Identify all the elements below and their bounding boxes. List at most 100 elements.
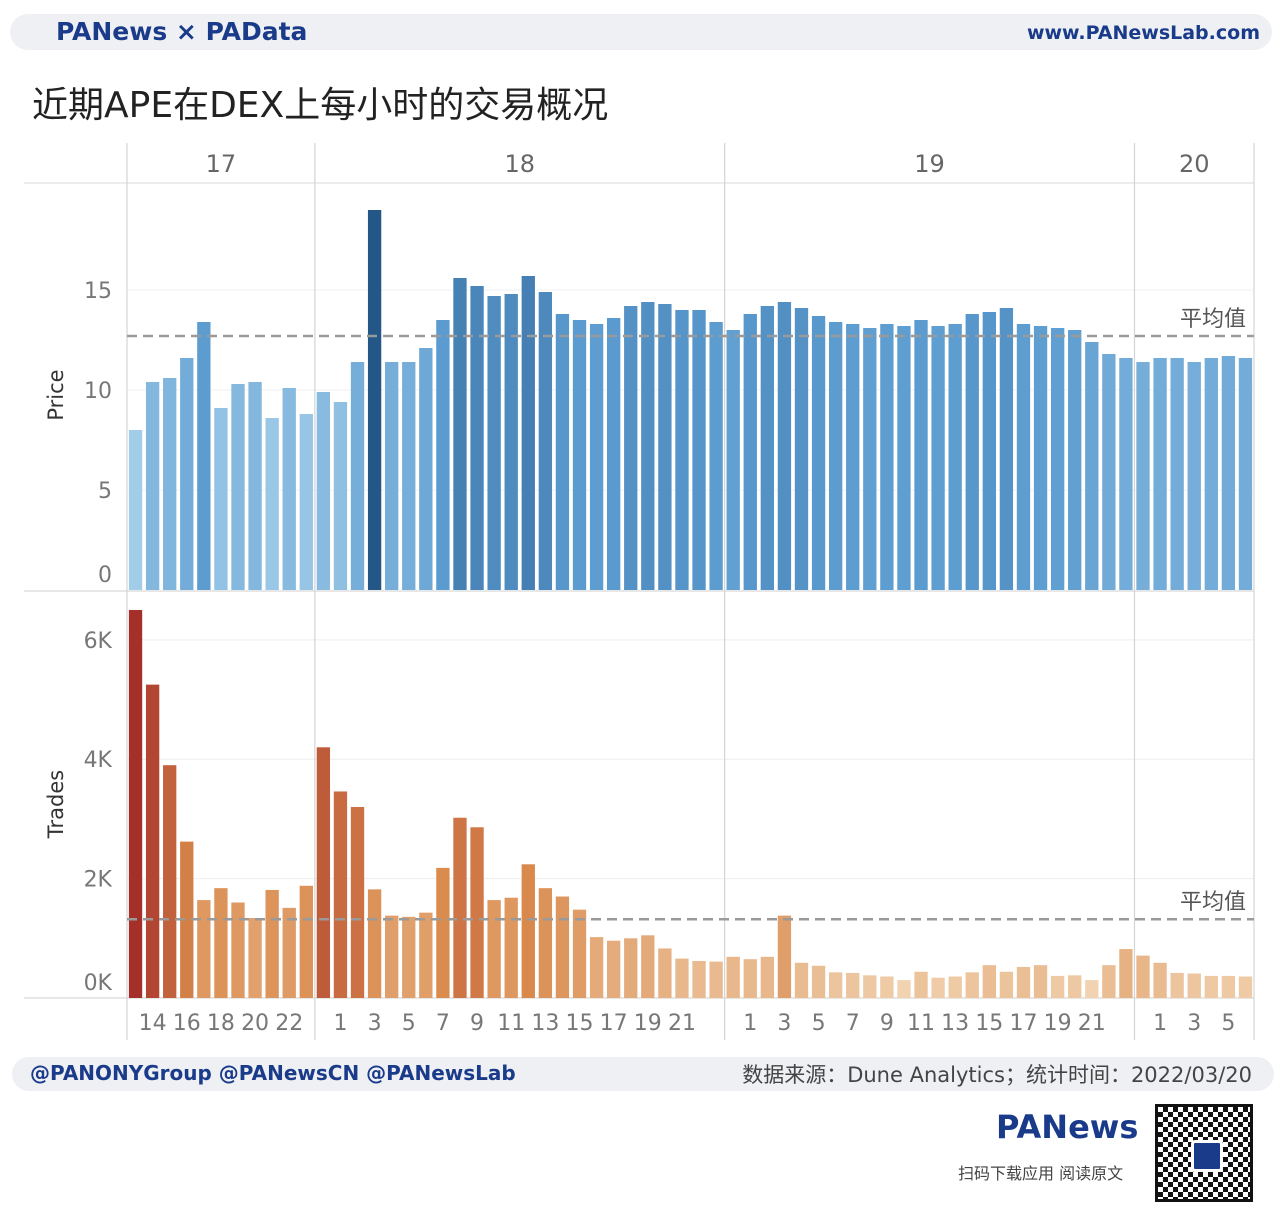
price-bar <box>914 320 928 590</box>
price-bar <box>606 318 621 590</box>
trades-bar <box>248 918 262 998</box>
trades-bar <box>828 972 843 998</box>
price-bar <box>145 382 160 590</box>
price-bar <box>1221 356 1236 590</box>
trades-bar <box>1119 949 1133 998</box>
x-tick-label: 17 <box>600 1011 628 1036</box>
x-tick-label: 18 <box>207 1011 235 1036</box>
header-brand: PANews × PAData <box>56 17 308 46</box>
x-tick-label: 3 <box>368 1011 382 1036</box>
trades-bar <box>1187 973 1201 998</box>
trades-bar <box>1085 980 1099 998</box>
price-bar <box>675 310 689 590</box>
trades-bar <box>641 935 655 998</box>
price-bar <box>197 322 211 590</box>
x-tick-label: 3 <box>777 1011 791 1036</box>
price-bar <box>316 392 331 590</box>
x-tick-label: 5 <box>402 1011 416 1036</box>
price-bar <box>982 312 996 590</box>
x-tick-label: 17 <box>1009 1011 1037 1036</box>
trades-bar <box>316 747 331 998</box>
trades-bar <box>965 972 979 998</box>
price-bar <box>572 320 587 590</box>
price-bar <box>453 278 467 590</box>
trades-bar <box>709 961 723 998</box>
price-bar <box>811 316 826 590</box>
x-tick-label: 7 <box>436 1011 450 1036</box>
trades-bar <box>1136 955 1150 998</box>
price-bar <box>214 408 228 590</box>
trades-bar <box>1016 966 1031 998</box>
price-bar <box>180 358 194 590</box>
trades-bar <box>726 956 740 998</box>
qr-logo-icon <box>1191 1140 1223 1172</box>
trades-bar <box>948 976 962 998</box>
header-bar <box>10 14 1272 50</box>
price-bar <box>999 308 1014 590</box>
price-bar <box>760 306 775 590</box>
price-bar <box>487 296 501 590</box>
day-label: 18 <box>504 150 535 178</box>
x-tick-label: 1 <box>1153 1011 1167 1036</box>
trades-bar <box>777 915 792 998</box>
trades-bar <box>1153 962 1167 998</box>
price-bar <box>777 302 792 590</box>
trades-bar <box>931 977 945 998</box>
trades-bar <box>402 916 416 998</box>
trades-bar <box>385 915 399 998</box>
header-site-link[interactable]: www.PANewsLab.com <box>1026 22 1260 44</box>
price-bar <box>726 330 740 590</box>
average-lines <box>127 334 1254 921</box>
price-bar <box>948 324 962 590</box>
price-bar <box>367 210 382 590</box>
price-bar <box>863 328 877 590</box>
trades-bar <box>419 912 433 998</box>
price-bar <box>1068 330 1082 590</box>
data-source-note: 数据来源：Dune Analytics；统计时间：2022/03/20 <box>742 1063 1252 1087</box>
x-tick-label: 21 <box>1078 1011 1106 1036</box>
price-bar <box>641 302 655 590</box>
price-bar <box>231 384 245 590</box>
day-label: 20 <box>1179 150 1210 178</box>
price-y-tick: 0 <box>98 563 112 588</box>
trades-bar <box>1068 975 1082 998</box>
x-tick-label: 21 <box>668 1011 696 1036</box>
x-tick-label: 11 <box>497 1011 525 1036</box>
trades-bar <box>504 897 518 998</box>
chart-text-layer: 17 18 19 20平均值平均值0510150K2K4K6KPriceTrades1… <box>44 150 1246 1036</box>
price-bar <box>333 402 348 590</box>
price-bar <box>521 276 535 590</box>
trades-bar <box>846 972 860 998</box>
trades-bar <box>470 827 484 998</box>
trades-bar <box>214 888 228 998</box>
x-tick-label: 14 <box>139 1011 167 1036</box>
trades-bar <box>163 765 177 998</box>
price-bar <box>1016 324 1031 590</box>
x-tick-label: 15 <box>975 1011 1003 1036</box>
x-tick-label: 9 <box>470 1011 484 1036</box>
day-label: 17 <box>206 150 237 178</box>
trades-bar <box>265 889 279 998</box>
price-bar <box>931 326 945 590</box>
price-bar <box>1033 326 1048 590</box>
trades-bar <box>811 965 826 998</box>
social-handles[interactable]: @PANONYGroup @PANewsCN @PANewsLab <box>30 1061 516 1085</box>
price-bar <box>1238 358 1253 590</box>
trades-bar <box>453 817 467 998</box>
price-bar <box>897 326 911 590</box>
trades-bar <box>299 885 313 998</box>
trades-bar <box>180 841 194 998</box>
trades-bar <box>367 889 382 998</box>
price-y-tick: 5 <box>98 479 112 504</box>
trades-bar <box>1204 975 1218 998</box>
footer-brand-logo: PANews <box>996 1108 1139 1146</box>
price-bar <box>555 314 570 590</box>
trades-bar <box>145 684 160 998</box>
trades-bar <box>572 909 587 998</box>
x-tick-label: 11 <box>907 1011 935 1036</box>
price-bar <box>692 310 706 590</box>
trades-bar <box>1050 975 1065 998</box>
grid-layer <box>24 143 1255 1040</box>
price-bar <box>828 322 843 590</box>
